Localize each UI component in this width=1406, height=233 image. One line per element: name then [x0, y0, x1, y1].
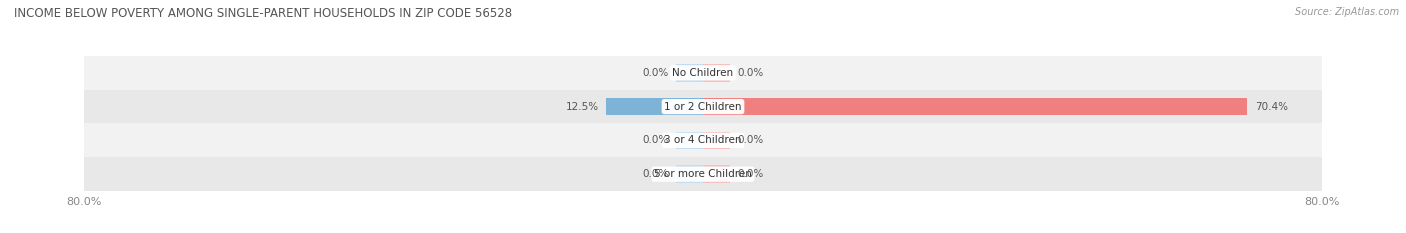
- Bar: [606, 98, 703, 115]
- Text: 3 or 4 Children: 3 or 4 Children: [664, 135, 742, 145]
- Text: 1 or 2 Children: 1 or 2 Children: [664, 102, 742, 112]
- Bar: [84, 157, 1322, 191]
- Text: 0.0%: 0.0%: [643, 135, 668, 145]
- Text: Source: ZipAtlas.com: Source: ZipAtlas.com: [1295, 7, 1399, 17]
- Bar: [84, 90, 1322, 123]
- Text: INCOME BELOW POVERTY AMONG SINGLE-PARENT HOUSEHOLDS IN ZIP CODE 56528: INCOME BELOW POVERTY AMONG SINGLE-PARENT…: [14, 7, 512, 20]
- Text: No Children: No Children: [672, 68, 734, 78]
- Bar: [703, 165, 730, 183]
- Bar: [703, 98, 1247, 115]
- Bar: [676, 165, 703, 183]
- Text: 5 or more Children: 5 or more Children: [654, 169, 752, 179]
- Bar: [703, 64, 730, 82]
- Bar: [676, 64, 703, 82]
- Bar: [676, 132, 703, 149]
- Text: 12.5%: 12.5%: [565, 102, 599, 112]
- Text: 0.0%: 0.0%: [738, 169, 763, 179]
- Text: 0.0%: 0.0%: [738, 135, 763, 145]
- Text: 0.0%: 0.0%: [738, 68, 763, 78]
- Text: 0.0%: 0.0%: [643, 169, 668, 179]
- Bar: [703, 132, 730, 149]
- Bar: [84, 123, 1322, 157]
- Bar: [84, 56, 1322, 90]
- Text: 70.4%: 70.4%: [1256, 102, 1288, 112]
- Text: 0.0%: 0.0%: [643, 68, 668, 78]
